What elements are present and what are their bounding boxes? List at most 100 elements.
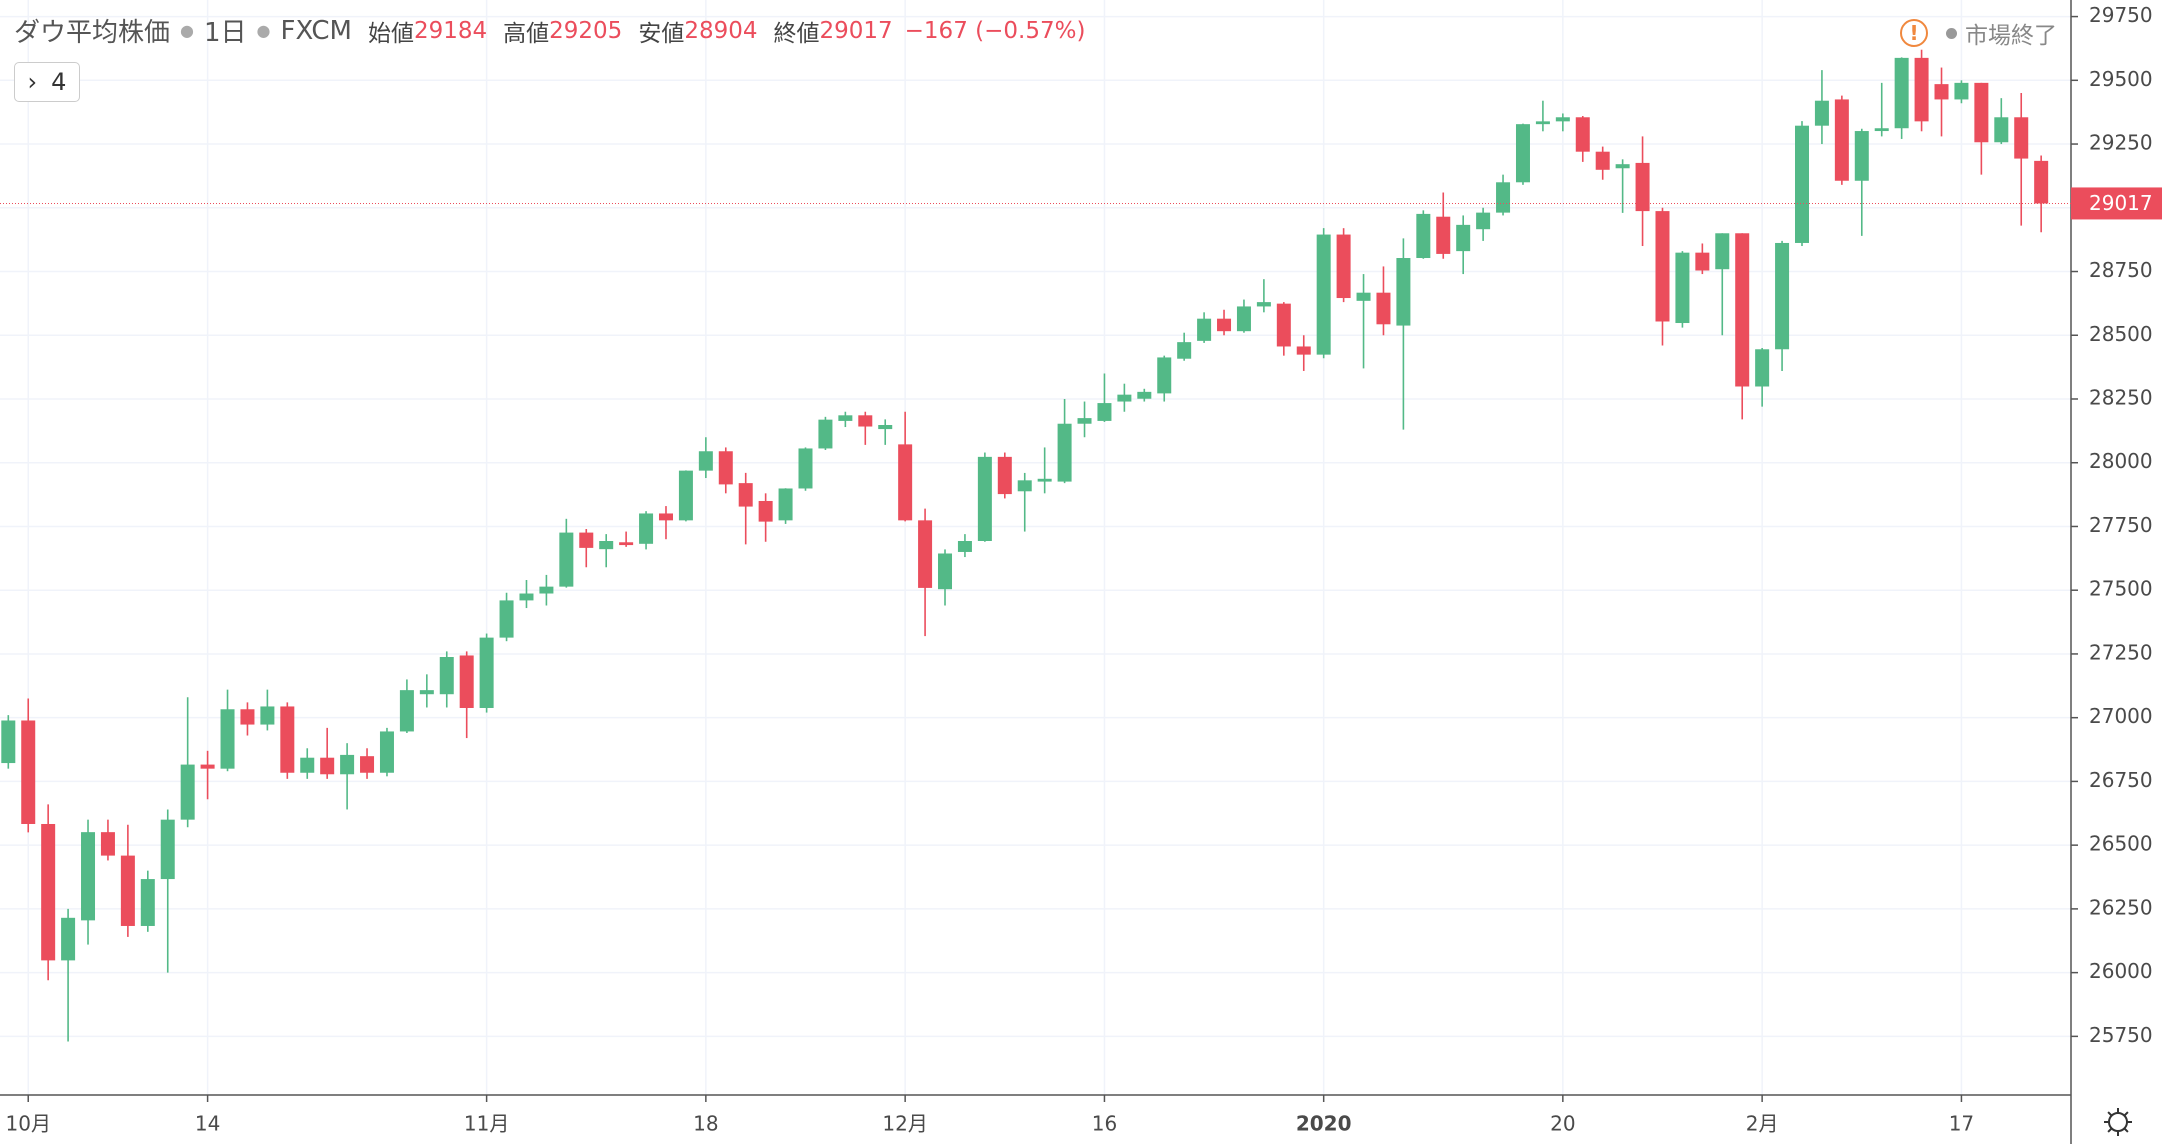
candle-body [678,470,693,521]
y-tick-label: 26750 [2089,768,2153,792]
x-tick-label: 10月 [6,1112,51,1136]
candle-body [2014,117,2029,159]
y-tick-label: 26250 [2089,895,2153,919]
warning-icon[interactable]: ! [1900,19,1928,47]
candle-body [1994,117,2009,143]
candle-body [1635,162,1650,212]
x-tick-label: 12月 [882,1112,927,1136]
candle-body [559,532,574,587]
candle-body [639,513,654,544]
candle-body [1795,125,1809,243]
candle-body [1137,391,1152,399]
candle-body [1496,182,1511,213]
change: −167 (−0.57%) [904,17,1086,44]
candle-body [718,451,733,485]
separator: ● [256,21,271,40]
open-value: 29184 [413,17,488,44]
candle-body [599,540,614,550]
y-tick-label: 28250 [2089,385,2153,409]
x-tick-label: 16 [1092,1112,1117,1136]
candle-body [1655,211,1670,322]
candle-body [1476,212,1491,230]
candle-body [61,917,76,961]
candle-body [938,553,953,590]
candle-body [1077,418,1092,424]
settings-icon-tooth [2123,1111,2129,1117]
candle-body [1535,121,1550,125]
candle-body [1416,213,1431,259]
candle-body [1974,82,1989,143]
candle-body [1515,124,1530,183]
candle-body [818,419,833,449]
last-price-label: 29017 [2089,191,2153,215]
candle-body [439,657,454,695]
candle-body [399,690,414,732]
low-label: 安値 [638,20,685,47]
x-tick-label: 11月 [464,1112,509,1136]
candle-body [2034,160,2049,204]
candle-body [379,731,394,773]
y-tick-label: 29500 [2089,67,2153,91]
candle-body [858,415,873,427]
candle-body [1595,151,1610,170]
candle-body [1834,99,1849,181]
y-tick-label: 29750 [2089,3,2153,27]
status-dot [1946,27,1957,39]
candle-body [260,706,275,725]
close-value: 29017 [819,17,893,44]
candle-body [698,451,713,471]
collapse-button[interactable]: › 4 [14,62,80,102]
candle-body [1954,82,1969,100]
candle-body [1157,357,1172,394]
candle-body [1555,117,1570,122]
candle-body [100,832,115,856]
candle-body [1,720,16,764]
candle-body [1256,302,1271,307]
candle-body [1615,164,1630,169]
candle-body [1934,84,1949,100]
candle-body [1695,252,1710,271]
y-tick-label: 26500 [2089,832,2153,856]
candle-body [340,754,355,775]
candle-body [1436,216,1451,254]
candle-body [1356,292,1371,301]
close-label: 終値 [773,20,820,47]
settings-icon[interactable] [2108,1112,2128,1132]
y-tick-label: 28750 [2089,258,2153,282]
candle-body [838,415,853,421]
interval[interactable]: 1日 [203,18,247,48]
candle-body [1097,403,1112,421]
source: FXCM [280,15,352,46]
candle-body [180,764,195,820]
candle-body [419,690,434,695]
candle-body [738,483,753,507]
collapse-count: 4 [51,68,67,96]
open-label: 始値 [367,20,414,47]
y-tick-label: 28500 [2089,322,2153,346]
candle-body [1217,318,1232,332]
candle-body [1575,117,1590,152]
candle-body [160,819,175,880]
candle-body [977,456,992,541]
high-label: 高値 [503,20,550,47]
settings-icon-tooth [2107,1111,2113,1117]
candle-body [918,520,933,588]
candle-body [300,757,315,773]
y-tick-label: 29250 [2089,131,2153,155]
candle-body [320,757,335,775]
y-tick-label: 27000 [2089,704,2153,728]
x-tick-label: 17 [1949,1112,1974,1136]
x-tick-label: 14 [195,1112,220,1136]
separator: ● [180,21,194,40]
candle-body [1755,349,1770,387]
candle-body [479,637,494,708]
y-tick-label: 27750 [2089,513,2153,537]
candle-body [1296,346,1311,355]
candle-body [240,709,255,725]
candle-body [1735,233,1750,387]
candle-body [1376,292,1391,325]
candle-body [200,764,215,769]
candle-body [579,532,594,548]
